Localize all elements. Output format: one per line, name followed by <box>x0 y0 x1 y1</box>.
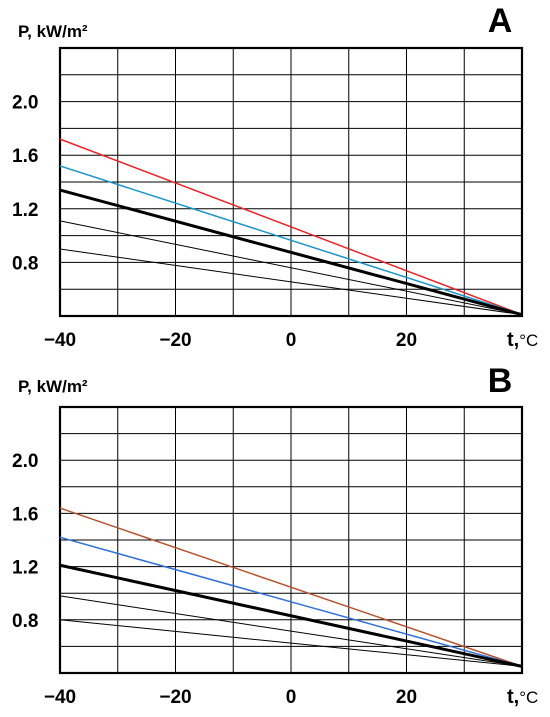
series-line-2 <box>59 536 523 668</box>
y-tick-label: 0.8 <box>12 611 38 632</box>
x-axis-label: t,°C <box>507 686 538 708</box>
x-tick-label: −40 <box>44 330 76 351</box>
series-line-4 <box>59 595 523 667</box>
series-line-5 <box>59 619 523 667</box>
x-tick-label: 20 <box>396 330 417 351</box>
y-tick-label: 1.2 <box>12 558 38 579</box>
y-axis-label: P, kW/m² <box>18 377 88 396</box>
x-tick-label: 0 <box>286 687 297 708</box>
series-line-1 <box>59 507 523 668</box>
series-line-3 <box>59 188 523 317</box>
plot-frame <box>58 405 524 675</box>
panel-letter: B <box>488 362 513 400</box>
chart-panel-B: 0.8 1.2 1.6 2.0 −40 −20 0 20 t,°C P, kW/m² B <box>12 362 538 708</box>
x-axis-label: t,°C <box>507 329 538 351</box>
y-tick-label: 2.0 <box>12 451 38 472</box>
y-tick-label: 1.6 <box>12 504 38 525</box>
series-line-4 <box>59 220 523 316</box>
x-tick-label: 20 <box>396 687 417 708</box>
series-line-3 <box>59 563 523 668</box>
panel-letter: A <box>488 2 513 40</box>
plot-frame <box>58 46 524 318</box>
x-tick-label: −20 <box>159 687 191 708</box>
series-line-1 <box>59 138 523 316</box>
y-tick-label: 1.2 <box>12 200 38 221</box>
x-tick-label: 0 <box>286 330 297 351</box>
y-tick-label: 1.6 <box>12 146 38 167</box>
series-line-5 <box>59 248 523 316</box>
x-tick-label: −20 <box>159 330 191 351</box>
y-tick-label: 0.8 <box>12 253 38 274</box>
series-line-2 <box>59 165 523 316</box>
y-tick-label: 2.0 <box>12 93 38 114</box>
chart-panel-A: 0.8 1.2 1.6 2.0 −40 −20 0 20 t,°C P, kW/m² A <box>12 2 538 351</box>
y-axis-label: P, kW/m² <box>18 22 88 41</box>
x-tick-label: −40 <box>44 687 76 708</box>
